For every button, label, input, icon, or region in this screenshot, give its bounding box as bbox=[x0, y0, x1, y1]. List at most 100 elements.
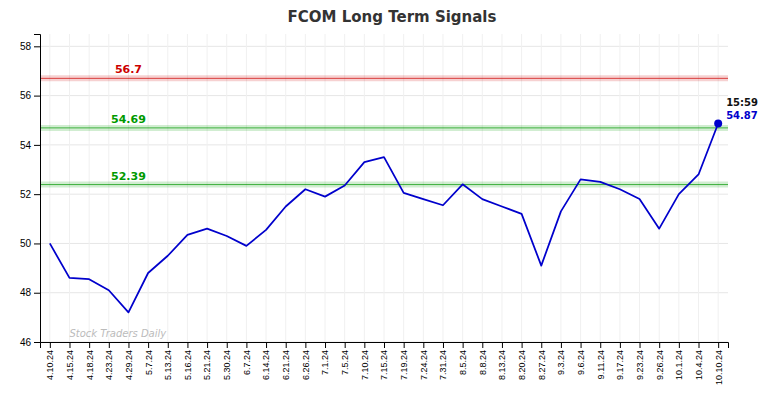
tick: 5.13.24 bbox=[163, 342, 173, 380]
title: FCOM Long Term Signals bbox=[288, 8, 497, 26]
tick-mark bbox=[404, 342, 405, 348]
tick-label: 4.10.24 bbox=[45, 350, 55, 380]
plot-area bbox=[40, 78, 728, 312]
tick-mark bbox=[522, 342, 523, 348]
tick-label: 9.23.24 bbox=[635, 350, 645, 380]
tick-label: 8.8.24 bbox=[478, 350, 488, 375]
tick-label: 9.6.24 bbox=[576, 350, 586, 375]
tick: 8.13.24 bbox=[497, 342, 507, 380]
tick-mark bbox=[384, 342, 385, 348]
tick-mark bbox=[659, 342, 660, 348]
tick-mark bbox=[128, 342, 129, 348]
axis-line bbox=[34, 35, 41, 343]
tick: 56 bbox=[20, 90, 40, 101]
tick: 5.21.24 bbox=[202, 342, 212, 380]
reference-label: 52.39 bbox=[111, 170, 146, 183]
tick-label: 8.13.24 bbox=[497, 350, 507, 380]
tick-label: 9.11.24 bbox=[596, 350, 606, 379]
chart: 464850525456584.10.244.15.244.18.244.23.… bbox=[0, 0, 784, 398]
reference-line bbox=[40, 127, 728, 128]
tick: 9.17.24 bbox=[615, 342, 625, 380]
reference-label: 56.7 bbox=[115, 63, 142, 76]
tick-mark bbox=[34, 243, 40, 244]
tick: 46 bbox=[20, 337, 40, 348]
tick-mark bbox=[34, 96, 40, 97]
tick-label: 8.27.24 bbox=[537, 350, 547, 380]
tick-mark bbox=[541, 342, 542, 348]
tick: 8.8.24 bbox=[478, 342, 488, 375]
tick: 7.10.24 bbox=[360, 342, 370, 380]
tick: 8.5.24 bbox=[458, 342, 468, 375]
tick: 4.29.24 bbox=[124, 342, 134, 380]
tick: 9.26.24 bbox=[655, 342, 665, 380]
price-line bbox=[50, 123, 718, 312]
tick-mark bbox=[305, 342, 306, 348]
tick: 7.15.24 bbox=[379, 342, 389, 380]
x-axis: 4.10.244.15.244.18.244.23.244.29.245.7.2… bbox=[41, 342, 729, 385]
tick: 5.7.24 bbox=[143, 342, 153, 375]
tick-mark bbox=[34, 145, 40, 146]
tick-label: 5.30.24 bbox=[222, 350, 232, 380]
tick-mark bbox=[364, 342, 365, 348]
tick: 50 bbox=[20, 238, 40, 249]
tick-mark bbox=[679, 342, 680, 348]
tick: 5.30.24 bbox=[222, 342, 232, 380]
tick-label: 7.31.24 bbox=[438, 350, 448, 380]
tick-label: 9.3.24 bbox=[556, 350, 566, 375]
tick-label: 10.4.24 bbox=[694, 350, 704, 380]
tick-label: 7.1.24 bbox=[320, 350, 330, 375]
tick-mark bbox=[168, 342, 169, 348]
tick-label: 10.10.24 bbox=[714, 350, 724, 385]
tick-mark bbox=[463, 342, 464, 348]
tick-mark bbox=[325, 342, 326, 348]
tick-label: 6.7.24 bbox=[242, 350, 252, 375]
tick: 7.24.24 bbox=[419, 342, 429, 380]
tick-label: 8.5.24 bbox=[458, 350, 468, 375]
tick: 48 bbox=[20, 287, 40, 298]
tick-label: 7.15.24 bbox=[379, 350, 389, 380]
tick-label: 6.26.24 bbox=[301, 350, 311, 380]
tick-label: 8.20.24 bbox=[517, 350, 527, 380]
tick-mark bbox=[187, 342, 188, 348]
tick-label: 7.5.24 bbox=[340, 350, 350, 375]
tick-mark bbox=[581, 342, 582, 348]
tick-label: 10.1.24 bbox=[674, 350, 684, 380]
tick-mark bbox=[34, 342, 40, 343]
reference-line bbox=[40, 78, 728, 79]
tick: 6.21.24 bbox=[281, 342, 291, 380]
tick-label: 5.21.24 bbox=[202, 350, 212, 380]
tick-label: 4.29.24 bbox=[124, 350, 134, 380]
tick: 54 bbox=[20, 140, 40, 151]
tick: 8.20.24 bbox=[517, 342, 527, 380]
tick-label: 56 bbox=[20, 90, 32, 101]
watermark: Stock Traders Daily bbox=[69, 328, 167, 339]
tick-label: 46 bbox=[20, 337, 32, 348]
tick-mark bbox=[345, 342, 346, 348]
reference-band bbox=[40, 75, 728, 81]
tick-label: 54 bbox=[20, 140, 32, 151]
tick-label: 7.10.24 bbox=[360, 350, 370, 380]
last-time-label: 15:59 bbox=[726, 97, 758, 108]
axis-line bbox=[41, 343, 729, 349]
tick: 6.14.24 bbox=[261, 342, 271, 380]
tick-mark bbox=[34, 194, 40, 195]
reference-line bbox=[40, 184, 728, 185]
tick: 7.5.24 bbox=[340, 342, 350, 375]
tick-mark bbox=[69, 342, 70, 348]
tick-label: 4.15.24 bbox=[65, 350, 75, 380]
tick-label: 5.13.24 bbox=[163, 350, 173, 380]
tick-label: 6.21.24 bbox=[281, 350, 291, 380]
tick: 6.26.24 bbox=[301, 342, 311, 380]
tick: 5.16.24 bbox=[183, 342, 193, 380]
tick-label: 48 bbox=[20, 287, 32, 298]
tick: 9.6.24 bbox=[576, 342, 586, 375]
tick: 58 bbox=[20, 41, 40, 52]
y-axis: 46485052545658 bbox=[20, 35, 41, 348]
tick-mark bbox=[266, 342, 267, 348]
tick-mark bbox=[502, 342, 503, 348]
tick-label: 5.7.24 bbox=[143, 350, 153, 375]
tick: 9.3.24 bbox=[556, 342, 566, 375]
grid bbox=[40, 34, 728, 342]
tick: 8.27.24 bbox=[537, 342, 547, 380]
tick-mark bbox=[34, 46, 40, 47]
